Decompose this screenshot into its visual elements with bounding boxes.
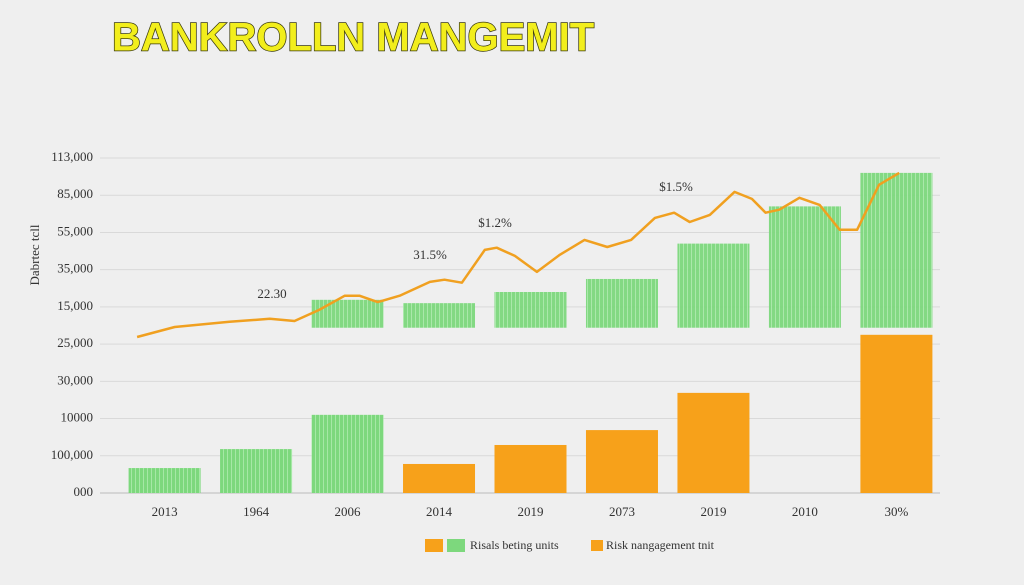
bar	[128, 468, 201, 493]
bar	[677, 392, 750, 493]
bar	[311, 414, 384, 493]
legend-label: Risals beting units	[470, 538, 559, 552]
y-tick-label: 30,000	[57, 372, 93, 387]
x-tick-label: 1964	[243, 504, 270, 519]
y-tick-label: 25,000	[57, 335, 93, 350]
top-bar	[585, 278, 658, 328]
x-tick-label: 30%	[884, 504, 908, 519]
y-tick-label: 85,000	[57, 186, 93, 201]
y-tick-label: 100,000	[51, 447, 93, 462]
top-bar	[311, 299, 384, 328]
x-tick-label: 2014	[426, 504, 453, 519]
y-tick-label: 35,000	[57, 261, 93, 276]
chart-title: BANKROLLN MANGEMIT	[112, 16, 594, 60]
x-tick-label: 2019	[700, 504, 726, 519]
y-tick-label: 15,000	[57, 298, 93, 313]
top-bar	[860, 172, 933, 328]
legend-label: Risk nangagement tnit	[606, 538, 715, 552]
x-tick-label: 2006	[335, 504, 362, 519]
line	[136, 171, 900, 339]
top-bar	[494, 292, 567, 328]
legend-swatch	[425, 539, 443, 552]
y-tick-label: 113,000	[51, 149, 93, 164]
top-bar	[403, 303, 476, 328]
annotation: $1.2%	[478, 215, 512, 230]
x-tick-label: 2019	[518, 504, 544, 519]
top-bar	[677, 243, 750, 328]
legend-swatch	[447, 539, 465, 552]
y-tick-label: 10000	[61, 410, 94, 425]
y-axis-label: Dabrtec tcll	[27, 224, 42, 285]
top-bar	[768, 206, 841, 328]
legend-swatch	[591, 540, 603, 551]
y-tick-label: 000	[74, 484, 94, 499]
x-tick-label: 2010	[792, 504, 818, 519]
bar	[585, 430, 658, 493]
bar	[220, 449, 293, 493]
x-tick-label: 2013	[152, 504, 178, 519]
annotation: 31.5%	[413, 247, 447, 262]
bar	[494, 444, 567, 493]
bar	[403, 463, 476, 493]
bar	[860, 334, 933, 493]
annotation: $1.5%	[659, 179, 693, 194]
annotation: 22.30	[257, 286, 286, 301]
x-tick-label: 2073	[609, 504, 635, 519]
y-tick-label: 55,000	[57, 223, 93, 238]
